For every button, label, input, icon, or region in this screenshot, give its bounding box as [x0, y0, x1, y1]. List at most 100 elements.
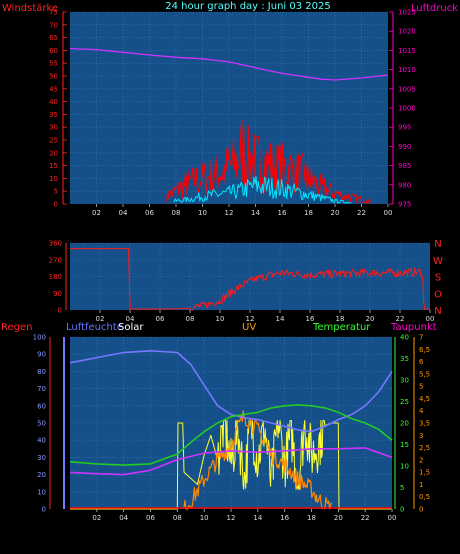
- temperature-tick-label: 20: [400, 420, 409, 428]
- humidity-tick-label: 0: [42, 506, 46, 514]
- humidity-tick-label: 60: [37, 402, 46, 410]
- x-tick-label: 18: [307, 514, 316, 522]
- x-tick-label: 16: [306, 315, 315, 323]
- pressure-axis-label: Luftdruck: [411, 3, 458, 14]
- pressure-tick-label: 975: [398, 201, 411, 209]
- dewpoint-label: Taupunkt: [390, 322, 437, 333]
- wind-tick-label: 25: [49, 137, 58, 145]
- humidity-tick-label: 90: [37, 351, 46, 359]
- direction-tick-label: 270: [49, 256, 62, 264]
- compass-tick-label: S: [435, 273, 441, 284]
- x-tick-label: 02: [92, 514, 101, 522]
- temperature-series: [69, 404, 393, 466]
- compass-tick-label: N: [434, 239, 441, 250]
- x-tick-label: 18: [304, 209, 313, 217]
- uv-tick-label: 3,5: [419, 420, 430, 428]
- pressure-tick-label: 1000: [398, 105, 416, 113]
- uv-tick-label: 2,5: [419, 444, 430, 452]
- humidity-label: Luftfeuchte: [66, 322, 123, 333]
- humidity-tick-label: 70: [37, 385, 46, 393]
- x-tick-label: 22: [396, 315, 405, 323]
- uv-label: UV: [242, 322, 256, 333]
- wind-tick-label: 20: [49, 149, 58, 157]
- wind-tick-label: 60: [49, 47, 58, 55]
- wind-speed-series: [166, 119, 373, 204]
- humidity-tick-label: 40: [37, 437, 46, 445]
- humidity-tick-label: 20: [37, 471, 46, 479]
- wind-tick-label: 15: [49, 162, 58, 170]
- temperature-tick-label: 25: [400, 398, 409, 406]
- temperature-tick-label: 40: [400, 334, 409, 342]
- humidity-temperature-solar-panel: 0102030405060708090100051015202530354000…: [33, 334, 431, 523]
- uv-tick-label: 5: [419, 383, 423, 391]
- pressure-series: [69, 47, 389, 81]
- pressure-tick-label: 1025: [398, 9, 416, 17]
- x-tick-label: 18: [336, 315, 345, 323]
- wind-direction-series: [70, 248, 430, 311]
- x-tick-label: 06: [145, 209, 154, 217]
- direction-tick-label: 90: [53, 290, 62, 298]
- wind-pressure-panel: 0510152025303540455055606570759759809859…: [49, 9, 416, 218]
- uv-tick-label: 0: [419, 506, 423, 514]
- x-tick-label: 12: [227, 514, 236, 522]
- uv-tick-label: 5,5: [419, 370, 430, 378]
- compass-tick-label: N: [434, 306, 441, 317]
- wind-gust-series: [173, 176, 352, 204]
- temperature-tick-label: 30: [400, 377, 409, 385]
- uv-tick-label: 4,5: [419, 395, 430, 403]
- uv-tick-label: 1,5: [419, 469, 430, 477]
- uv-tick-label: 6: [419, 358, 424, 366]
- x-tick-label: 20: [334, 514, 343, 522]
- humidity-tick-label: 100: [33, 334, 46, 342]
- x-tick-label: 08: [186, 315, 195, 323]
- solar-label: Solar: [118, 322, 144, 333]
- uv-tick-label: 3: [419, 432, 423, 440]
- wind-tick-label: 45: [49, 85, 58, 93]
- x-tick-label: 00: [388, 514, 397, 522]
- dewpoint-series: [69, 447, 393, 476]
- pressure-tick-label: 980: [398, 181, 411, 189]
- wind-tick-label: 40: [49, 98, 58, 106]
- x-tick-label: 04: [126, 315, 135, 323]
- wind-tick-label: 65: [49, 34, 58, 42]
- x-tick-label: 20: [331, 209, 340, 217]
- wind-tick-label: 55: [49, 60, 58, 68]
- uv-series: [183, 410, 333, 510]
- direction-tick-label: 0: [58, 307, 62, 315]
- rain-label: Regen: [1, 322, 33, 333]
- x-tick-label: 14: [253, 514, 262, 522]
- temperature-tick-label: 35: [400, 355, 409, 363]
- compass-tick-label: O: [434, 289, 442, 300]
- uv-tick-label: 0,5: [419, 493, 430, 501]
- x-tick-label: 04: [119, 209, 128, 217]
- x-tick-label: 22: [361, 514, 370, 522]
- pressure-tick-label: 1005: [398, 85, 416, 93]
- pressure-tick-label: 1010: [398, 66, 416, 74]
- x-tick-label: 14: [251, 209, 260, 217]
- temperature-tick-label: 5: [400, 484, 404, 492]
- pressure-tick-label: 995: [398, 124, 411, 132]
- x-tick-label: 16: [278, 209, 287, 217]
- wind-axis-label: Windstärke: [2, 3, 58, 14]
- chart-title: 24 hour graph day : Juni 03 2025: [165, 1, 331, 12]
- x-tick-label: 00: [426, 315, 435, 323]
- wind-tick-label: 70: [49, 21, 58, 29]
- pressure-tick-label: 1020: [398, 28, 416, 36]
- pressure-tick-label: 990: [398, 143, 411, 151]
- x-tick-label: 02: [96, 315, 105, 323]
- x-tick-label: 10: [200, 514, 209, 522]
- x-tick-label: 16: [280, 514, 289, 522]
- temperature-tick-label: 0: [400, 506, 404, 514]
- x-tick-label: 10: [198, 209, 207, 217]
- x-tick-label: 06: [146, 514, 155, 522]
- x-tick-label: 08: [173, 514, 182, 522]
- uv-tick-label: 7: [419, 334, 423, 342]
- uv-tick-label: 4: [419, 407, 424, 415]
- humidity-tick-label: 30: [37, 454, 46, 462]
- pressure-tick-label: 985: [398, 162, 411, 170]
- uv-tick-label: 6,5: [419, 346, 430, 354]
- humidity-tick-label: 80: [37, 368, 46, 376]
- x-tick-label: 12: [225, 209, 234, 217]
